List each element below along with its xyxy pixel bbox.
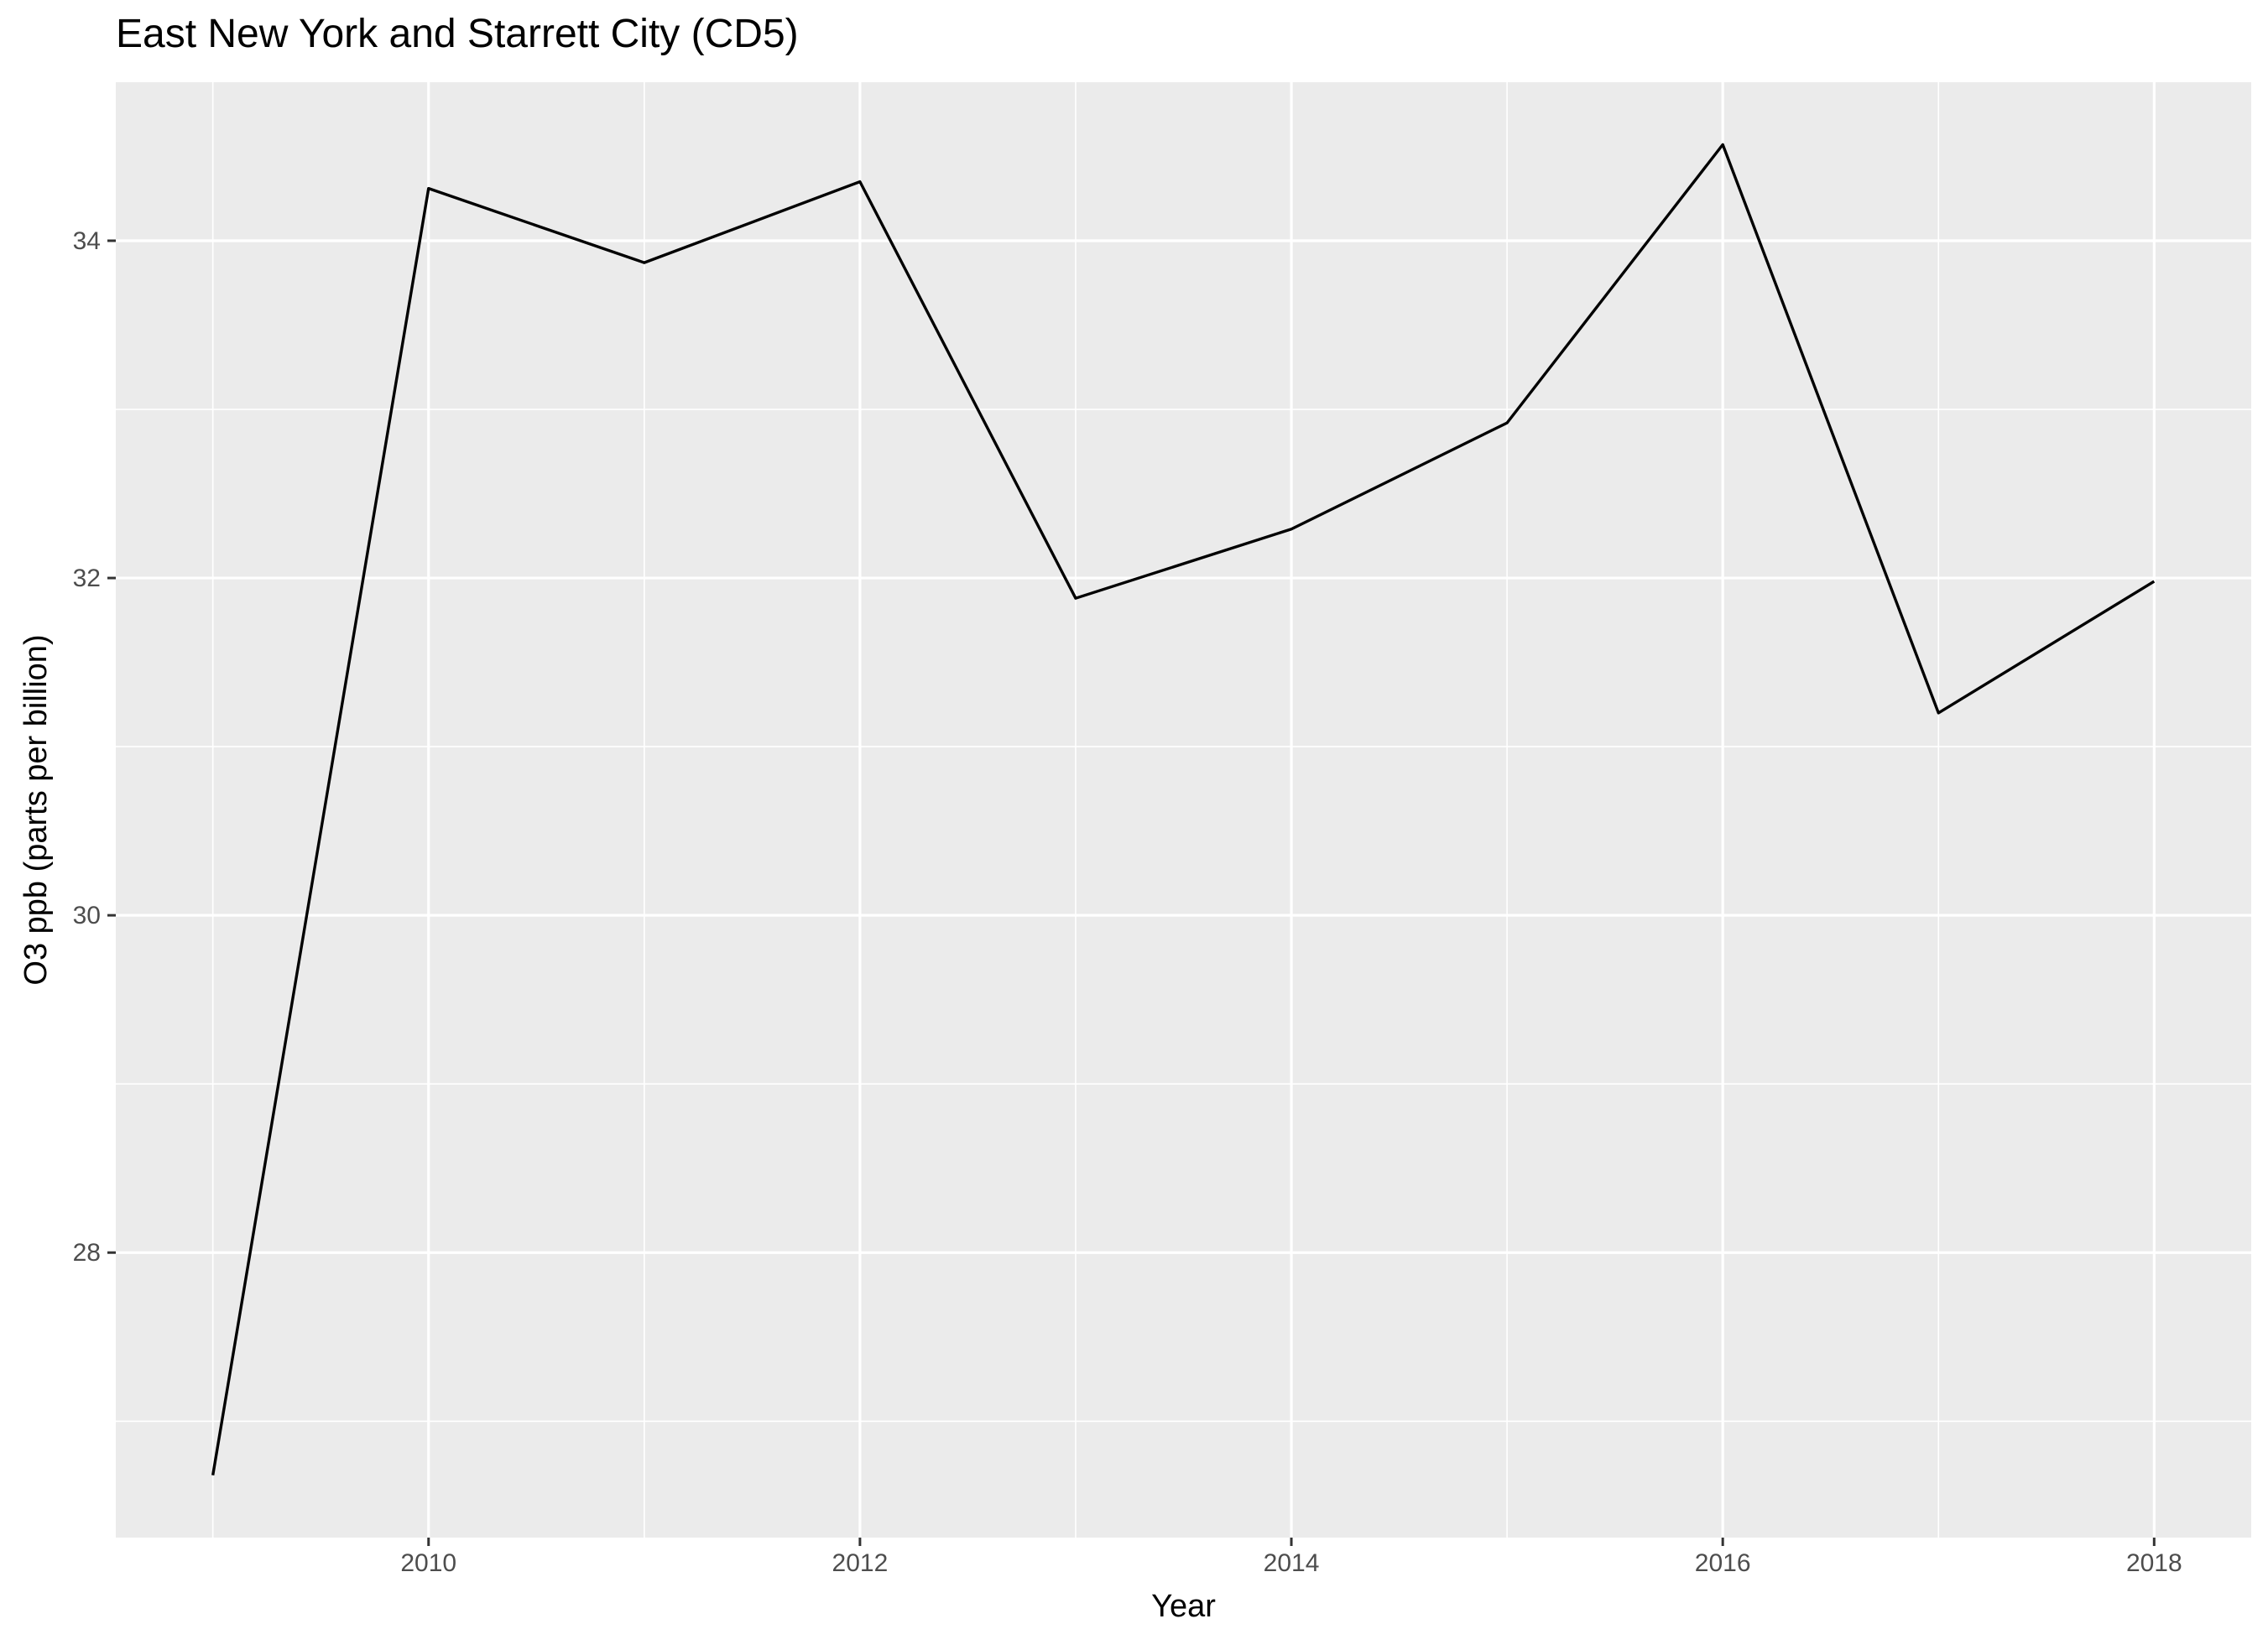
plot-panel [116, 82, 2251, 1538]
chart-title: East New York and Starrett City (CD5) [116, 12, 799, 56]
x-tick-label: 2014 [1264, 1549, 1320, 1577]
y-axis-title: O3 ppb (parts per billion) [18, 634, 54, 985]
x-axis-title: Year [1151, 1589, 1216, 1624]
x-tick-label: 2012 [832, 1549, 889, 1577]
x-tick-label: 2016 [1695, 1549, 1751, 1577]
y-tick-label: 34 [73, 227, 101, 255]
x-tick-label: 2018 [2126, 1549, 2182, 1577]
y-tick-label: 28 [73, 1239, 101, 1267]
x-tick-label: 2010 [400, 1549, 456, 1577]
y-tick-label: 32 [73, 565, 101, 592]
y-tick-label: 30 [73, 902, 101, 929]
